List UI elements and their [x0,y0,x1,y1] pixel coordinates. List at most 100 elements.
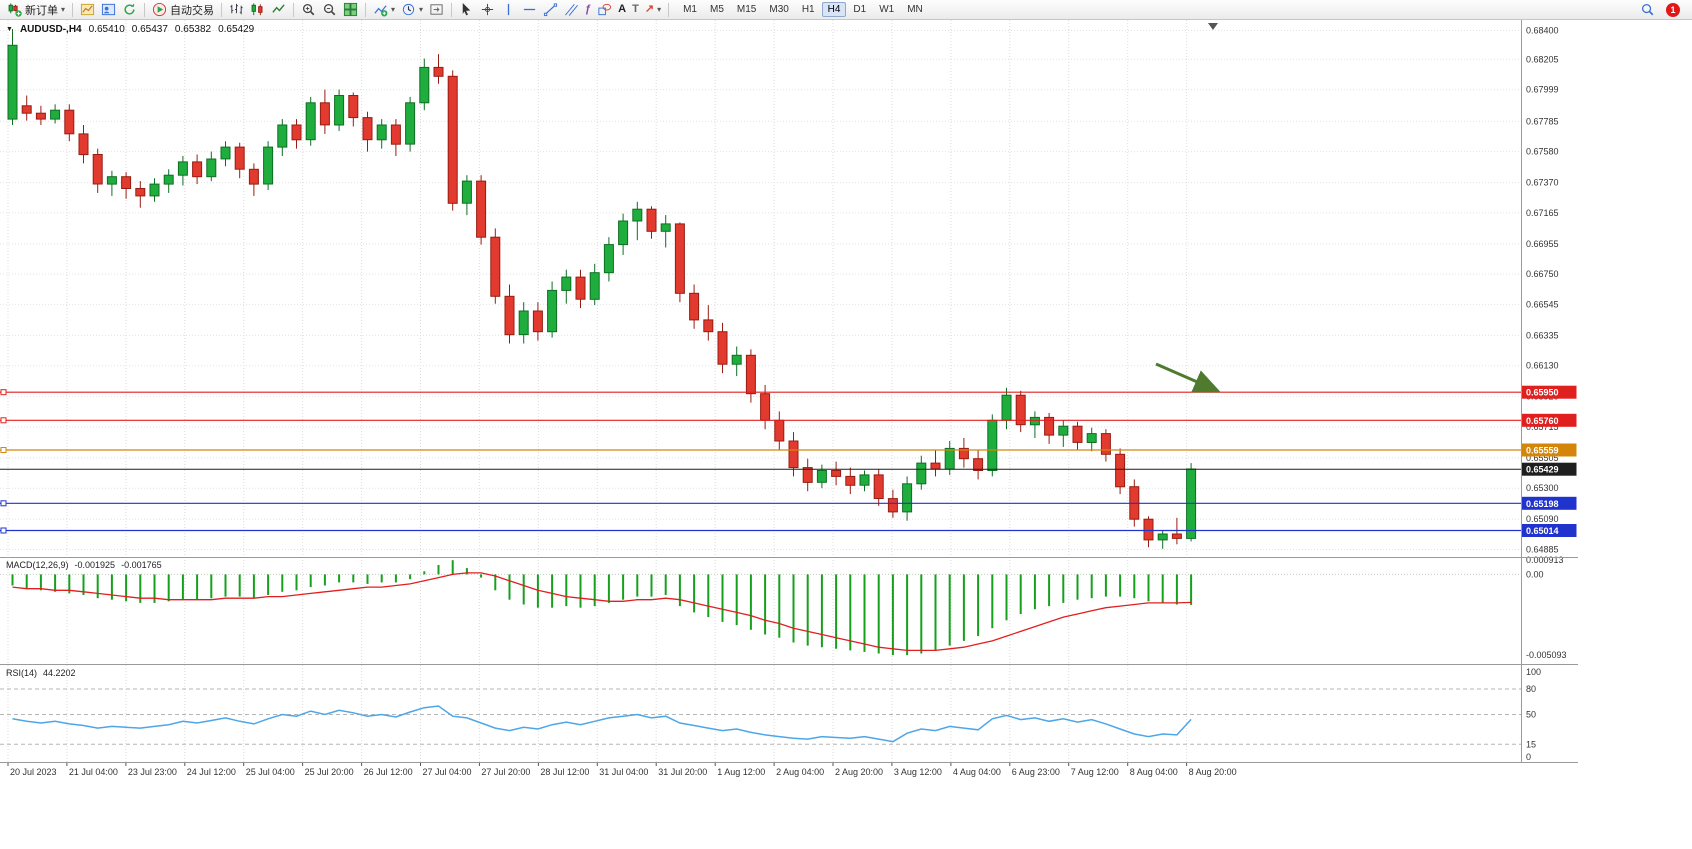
timeframe-m1-button[interactable]: M1 [683,4,697,15]
new-order-label: 新订单 [25,4,58,17]
fibonacci-tool-button[interactable]: ƒ [582,1,594,19]
chart-symbol-header: ▼ AUDUSD-,H4 0.65410 0.65437 0.65382 0.6… [6,24,254,35]
line-anchor-handle[interactable] [0,500,7,507]
svg-text:0.65760: 0.65760 [1526,416,1559,426]
vertical-line-tool-button[interactable] [498,1,519,19]
rsi-line [12,705,1192,743]
price-axis[interactable]: 0.68400 0.68205 0.67999 0.67785 0.67580 0.673… [0,26,1559,555]
price-tag [1521,385,1577,399]
profiles-icon [101,3,116,16]
svg-text:27 Jul 20:00: 27 Jul 20:00 [481,767,530,777]
svg-text:6 Aug 23:00: 6 Aug 23:00 [1012,767,1060,777]
notifications-badge[interactable]: 1 [1666,2,1680,17]
svg-text:31 Jul 20:00: 31 Jul 20:00 [658,767,707,777]
toolbar-separator [365,2,367,17]
toolbar-separator [144,2,146,17]
timeframe-mn-button[interactable]: MN [907,4,923,15]
symbol-collapse-icon[interactable]: ▼ [6,26,13,33]
timeframe-m15-button[interactable]: M15 [736,4,757,15]
svg-text:0.68205: 0.68205 [1526,54,1559,64]
svg-text:2 Aug 04:00: 2 Aug 04:00 [776,767,824,777]
toolbar-separator [72,2,74,17]
timeframe-m5-button[interactable]: M5 [710,4,724,15]
svg-text:4 Aug 04:00: 4 Aug 04:00 [953,767,1001,777]
timeframe-h1-button[interactable]: H1 [801,4,815,15]
zoom-in-button[interactable] [298,1,319,19]
zoom-out-button[interactable] [319,1,340,19]
text-tool-button[interactable]: A [615,1,629,19]
indicators-button[interactable]: ▾ [370,1,398,19]
ohlc-bars-icon [230,3,243,15]
channel-icon [565,4,579,16]
svg-text:0.66545: 0.66545 [1526,299,1559,309]
text-icon: A [618,3,627,15]
rsi-pane: 100 80 50 15 0 [0,667,1541,762]
chart-window-icon [80,3,95,16]
algo-trading-button[interactable]: 自动交易 [149,1,217,19]
line-chart-button[interactable] [268,1,289,19]
macd-signal-line [12,572,1192,652]
macd-signal-value: -0.001765 [121,560,162,570]
timeframe-menu-button[interactable]: ▾ [398,1,426,19]
ohlc-low: 0.65382 [174,24,212,35]
annotation-arrow[interactable] [1155,362,1221,393]
arrows-tool-button[interactable]: ↗ ▾ [642,1,664,19]
timeframe-h4-button[interactable]: H4 [821,2,847,17]
timeframe-m30-button[interactable]: M30 [769,4,789,15]
chart-shift-marker[interactable] [1208,23,1218,30]
trendline-tool-button[interactable] [540,1,561,19]
svg-text:0.65559: 0.65559 [1526,446,1559,456]
trendline-icon [543,3,558,17]
toolbar-separator [221,2,223,17]
svg-text:0.65505: 0.65505 [1526,453,1559,463]
symbol-label: AUDUSD-,H4 [19,24,82,35]
ohlc-close: 0.65429 [218,24,255,35]
svg-text:15: 15 [1526,739,1536,749]
svg-text:0.66335: 0.66335 [1526,330,1559,340]
line-anchor-handle[interactable] [0,417,7,424]
svg-text:0.65429: 0.65429 [1526,465,1559,475]
channel-tool-button[interactable] [561,1,582,19]
search-button[interactable] [1637,1,1658,19]
timeframe-w1-button[interactable]: W1 [879,4,895,15]
svg-text:23 Jul 23:00: 23 Jul 23:00 [128,767,177,777]
chevron-down-icon: ▾ [419,4,424,14]
crosshair-tool-button[interactable] [477,1,498,19]
cursor-tool-button[interactable] [456,1,477,19]
candlestick-icon [251,3,263,16]
price-tag [1521,496,1577,510]
line-anchor-handle[interactable] [0,447,7,453]
svg-text:100: 100 [1526,667,1541,677]
svg-text:0.67165: 0.67165 [1526,208,1559,218]
chevron-down-icon: ▾ [61,4,66,14]
chart-shift-button[interactable] [426,1,447,19]
bar-chart-button[interactable] [226,1,247,19]
shapes-tool-button[interactable] [594,1,615,19]
candlestick-chart-button[interactable] [247,1,268,19]
line-anchor-handle[interactable] [0,389,7,396]
charts-button[interactable] [77,1,98,19]
refresh-button[interactable] [119,1,140,19]
new-order-button[interactable]: 新订单 ▾ [4,1,68,19]
timeframe-d1-button[interactable]: D1 [853,4,867,15]
svg-text:0.65198: 0.65198 [1526,499,1559,509]
zoom-in-icon [302,3,315,16]
svg-text:0.65090: 0.65090 [1526,514,1559,524]
line-anchor-handle[interactable] [0,527,7,534]
time-axis[interactable]: 20 Jul 2023 21 Jul 04:00 23 Jul 23:00 24 Ju… [7,20,1237,777]
tile-windows-button[interactable] [340,1,361,19]
label-tool-button[interactable]: T [629,1,642,19]
svg-text:0.67370: 0.67370 [1526,178,1559,188]
fibonacci-icon: ƒ [585,3,592,15]
horizontal-line-tool-button[interactable] [519,1,540,19]
price-tag [1521,524,1577,537]
zoom-out-icon [323,3,336,16]
profiles-button[interactable] [98,1,119,19]
svg-text:0.64885: 0.64885 [1526,545,1559,555]
svg-text:-0.005093: -0.005093 [1526,650,1567,660]
chevron-down-icon: ▾ [657,4,662,14]
arrow-object-icon: ↗ [644,3,655,15]
svg-text:8 Aug 04:00: 8 Aug 04:00 [1130,767,1178,777]
